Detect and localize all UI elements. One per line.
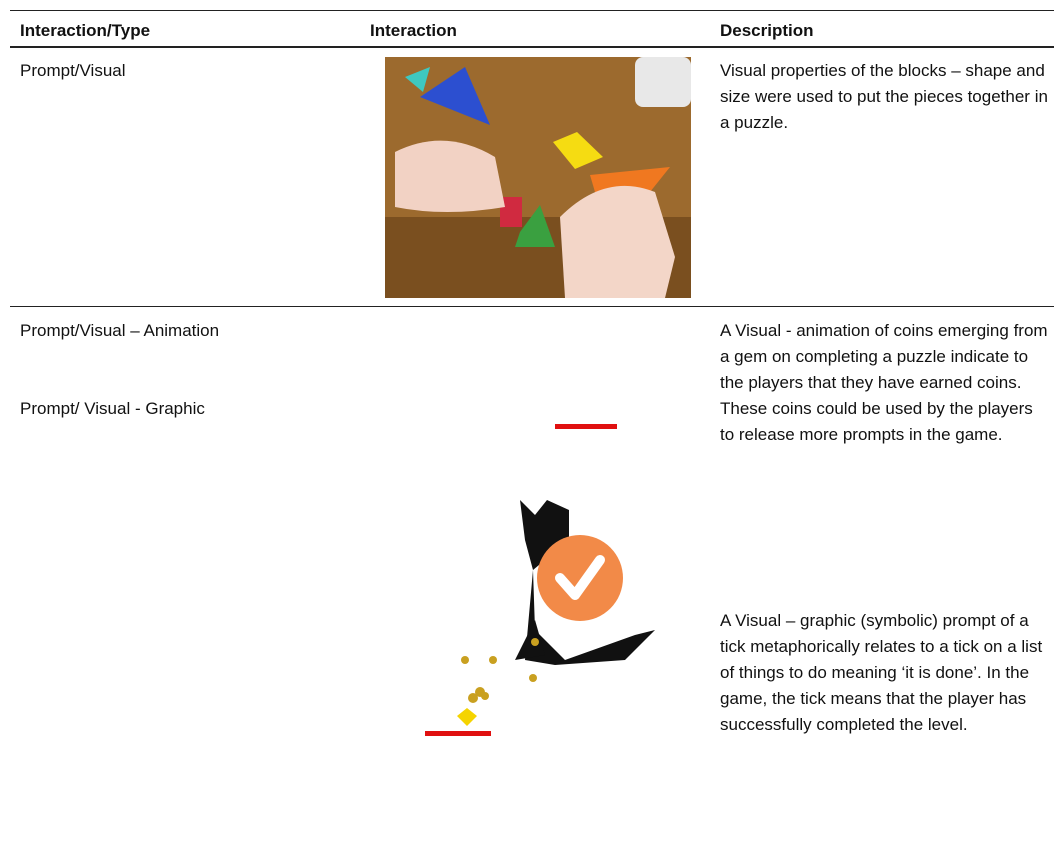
header-rule (10, 46, 1054, 48)
game-graphic (425, 424, 655, 736)
type-cell: Prompt/Visual – Animation (20, 321, 220, 340)
description-cell: Visual properties of the blocks – shape … (720, 61, 1048, 132)
header-cell: Interaction/Type (20, 21, 151, 40)
description-cell: A Visual – graphic (symbolic) prompt of … (720, 611, 1043, 734)
row-rule (10, 306, 1054, 307)
type-cell: Prompt/ Visual - Graphic (20, 399, 205, 418)
header-cell: Description (720, 21, 814, 40)
table-top-rule (10, 10, 1054, 11)
type-cell: Prompt/Visual (20, 61, 126, 80)
description-cell: A Visual - animation of coins emerging f… (720, 321, 1048, 444)
header-cell: Interaction (370, 21, 457, 40)
photo-blocks (385, 57, 691, 298)
